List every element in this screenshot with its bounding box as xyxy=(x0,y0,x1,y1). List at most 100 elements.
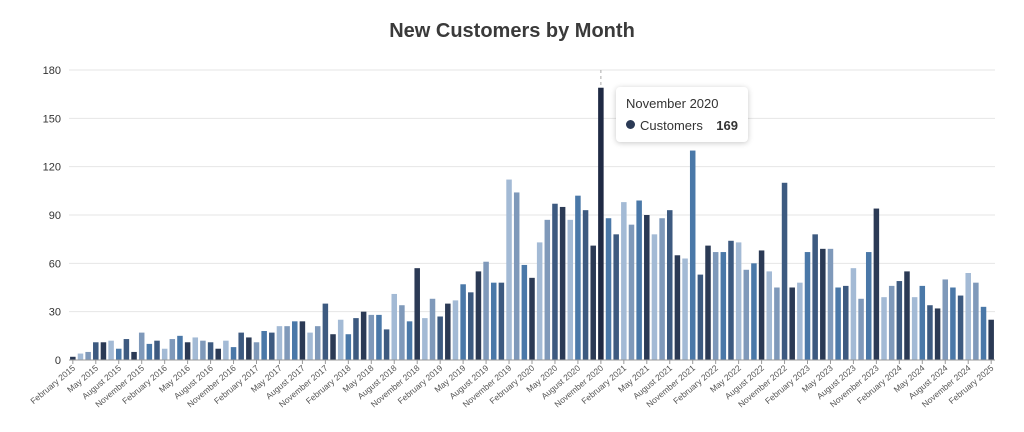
bar[interactable] xyxy=(774,287,780,361)
bar[interactable] xyxy=(789,287,795,361)
bar[interactable] xyxy=(835,287,841,361)
bar[interactable] xyxy=(720,252,727,360)
bar[interactable] xyxy=(850,268,857,360)
bar[interactable] xyxy=(957,295,964,360)
bar[interactable] xyxy=(490,282,497,360)
bar[interactable] xyxy=(269,332,275,360)
bar[interactable] xyxy=(621,202,627,360)
bar[interactable] xyxy=(337,319,344,360)
bar[interactable] xyxy=(299,321,306,360)
bar[interactable] xyxy=(927,305,933,360)
bar[interactable] xyxy=(483,261,489,360)
bar[interactable] xyxy=(697,274,704,360)
bar[interactable] xyxy=(161,348,168,360)
bar[interactable] xyxy=(896,281,903,360)
bar[interactable] xyxy=(414,268,420,360)
bar[interactable] xyxy=(582,210,589,360)
bar[interactable] xyxy=(735,242,742,360)
bar[interactable] xyxy=(276,326,283,360)
bar[interactable] xyxy=(498,282,505,360)
bar[interactable] xyxy=(100,342,107,360)
bar[interactable] xyxy=(200,340,206,360)
bar[interactable] xyxy=(292,321,298,360)
bar[interactable] xyxy=(322,303,329,360)
bar[interactable] xyxy=(115,348,122,360)
bar[interactable] xyxy=(567,219,574,360)
bar[interactable] xyxy=(177,335,183,360)
bar[interactable] xyxy=(651,234,658,360)
bar[interactable] xyxy=(513,192,520,360)
bar[interactable] xyxy=(353,318,359,360)
bar[interactable] xyxy=(368,314,375,360)
bar[interactable] xyxy=(942,279,949,360)
bar[interactable] xyxy=(712,252,719,360)
bar[interactable] xyxy=(919,285,926,360)
bar[interactable] xyxy=(950,287,956,361)
bar[interactable] xyxy=(911,297,918,360)
bar[interactable] xyxy=(751,263,757,360)
bar[interactable] xyxy=(965,273,971,360)
bar[interactable] xyxy=(383,329,390,360)
bar[interactable] xyxy=(552,203,558,360)
bar[interactable] xyxy=(758,250,765,360)
bar[interactable] xyxy=(215,348,221,360)
bar[interactable] xyxy=(598,87,604,360)
bar[interactable] xyxy=(682,258,688,361)
bar[interactable] xyxy=(429,298,436,360)
bar[interactable] xyxy=(345,334,352,360)
bar[interactable] xyxy=(674,255,681,360)
bar[interactable] xyxy=(988,319,994,360)
bar[interactable] xyxy=(689,150,696,360)
bar[interactable] xyxy=(636,200,642,361)
bar[interactable] xyxy=(605,218,612,360)
bar[interactable] xyxy=(544,219,551,360)
bar[interactable] xyxy=(376,314,382,360)
bar[interactable] xyxy=(812,234,818,360)
bar[interactable] xyxy=(437,316,443,361)
bar[interactable] xyxy=(934,308,941,360)
bar[interactable] xyxy=(475,271,482,360)
bar[interactable] xyxy=(468,292,474,360)
bar[interactable] xyxy=(246,337,252,360)
bar[interactable] xyxy=(506,179,512,360)
bar[interactable] xyxy=(881,297,887,360)
bar[interactable] xyxy=(238,332,244,360)
bar[interactable] xyxy=(613,234,619,360)
bar[interactable] xyxy=(85,351,91,360)
bar[interactable] xyxy=(797,282,803,360)
bar[interactable] xyxy=(360,311,367,360)
bar[interactable] xyxy=(108,340,114,360)
bar[interactable] xyxy=(705,245,711,360)
bar[interactable] xyxy=(399,305,405,360)
bar[interactable] xyxy=(843,285,849,360)
bar[interactable] xyxy=(452,300,459,360)
bar[interactable] xyxy=(77,353,84,360)
bar[interactable] xyxy=(146,343,153,360)
bar[interactable] xyxy=(330,334,336,360)
bar[interactable] xyxy=(865,252,872,360)
bar[interactable] xyxy=(644,215,650,360)
bar[interactable] xyxy=(590,245,596,360)
bar[interactable] xyxy=(858,298,864,360)
bar[interactable] xyxy=(827,248,834,360)
bar[interactable] xyxy=(192,337,199,360)
bar[interactable] xyxy=(575,195,581,360)
bar[interactable] xyxy=(70,356,76,360)
bar[interactable] xyxy=(131,351,137,360)
bar[interactable] xyxy=(728,240,734,360)
bar[interactable] xyxy=(406,321,413,360)
bar[interactable] xyxy=(529,277,535,360)
bar[interactable] xyxy=(138,332,145,360)
bar[interactable] xyxy=(666,210,673,360)
bar[interactable] xyxy=(659,218,665,360)
bar[interactable] xyxy=(253,342,260,360)
bar[interactable] xyxy=(536,242,543,360)
bar[interactable] xyxy=(460,284,466,360)
bar[interactable] xyxy=(781,182,788,360)
bar[interactable] xyxy=(154,340,160,360)
bar[interactable] xyxy=(521,264,528,360)
bar[interactable] xyxy=(261,331,267,360)
bar[interactable] xyxy=(307,332,313,360)
bar[interactable] xyxy=(888,285,895,360)
bar[interactable] xyxy=(230,347,237,360)
